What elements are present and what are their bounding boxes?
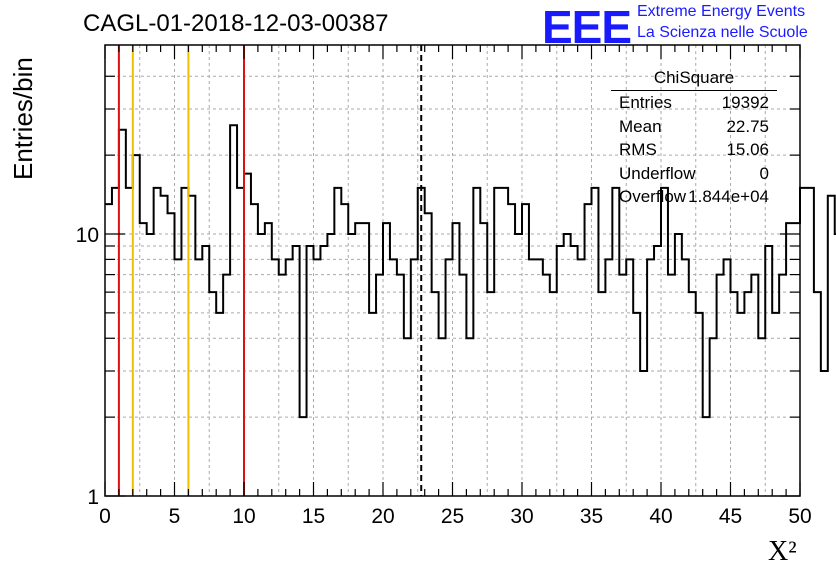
x-tick-label: 15: [302, 505, 325, 528]
stats-row-overflow: Overflow 1.844e+04: [611, 185, 777, 209]
y-tick-label: 10: [76, 224, 99, 247]
stats-value: 22.75: [726, 116, 769, 136]
stats-key: Overflow: [619, 187, 687, 206]
stats-row-entries: Entries 19392: [611, 91, 777, 115]
x-tick-label: 10: [232, 505, 255, 528]
x-tick-label: 0: [99, 505, 111, 528]
stats-row-mean: Mean 22.75: [611, 115, 777, 139]
stats-row-rms: RMS 15.06: [611, 138, 777, 162]
x-tick-label: 35: [580, 505, 603, 528]
stats-value: 19392: [721, 93, 769, 112]
x-tick-label: 30: [510, 505, 533, 528]
stats-title: ChiSquare: [611, 68, 777, 91]
stats-row-underflow: Underflow 0: [611, 162, 777, 186]
x-tick-label: 25: [441, 505, 464, 528]
logo-subtitle-2: La Scienza nelle Scuole: [637, 24, 808, 41]
x-tick-label: 45: [719, 505, 742, 528]
histogram-bars: [105, 124, 836, 419]
stats-key: Entries: [619, 93, 672, 112]
x-tick-label: 5: [169, 505, 181, 528]
stats-key: Underflow: [619, 163, 696, 183]
chart-title: CAGL-01-2018-12-03-00387: [83, 10, 389, 37]
x-axis-label: X²: [768, 536, 797, 567]
y-axis-label: Entries/bin: [8, 57, 38, 180]
x-tick-label: 50: [788, 505, 811, 528]
logo-subtitle-1: Extreme Energy Events: [637, 3, 806, 20]
stats-value: 1.844e+04: [688, 187, 769, 206]
x-tick-label: 20: [371, 505, 394, 528]
stats-value: 15.06: [726, 140, 769, 159]
stats-box: ChiSquare Entries 19392 Mean 22.75 RMS 1…: [611, 68, 777, 209]
stats-value: 0: [759, 163, 769, 183]
y-tick-label: 1: [87, 486, 99, 509]
stats-key: RMS: [619, 140, 657, 159]
x-tick-label: 40: [649, 505, 672, 528]
stats-key: Mean: [619, 116, 662, 136]
